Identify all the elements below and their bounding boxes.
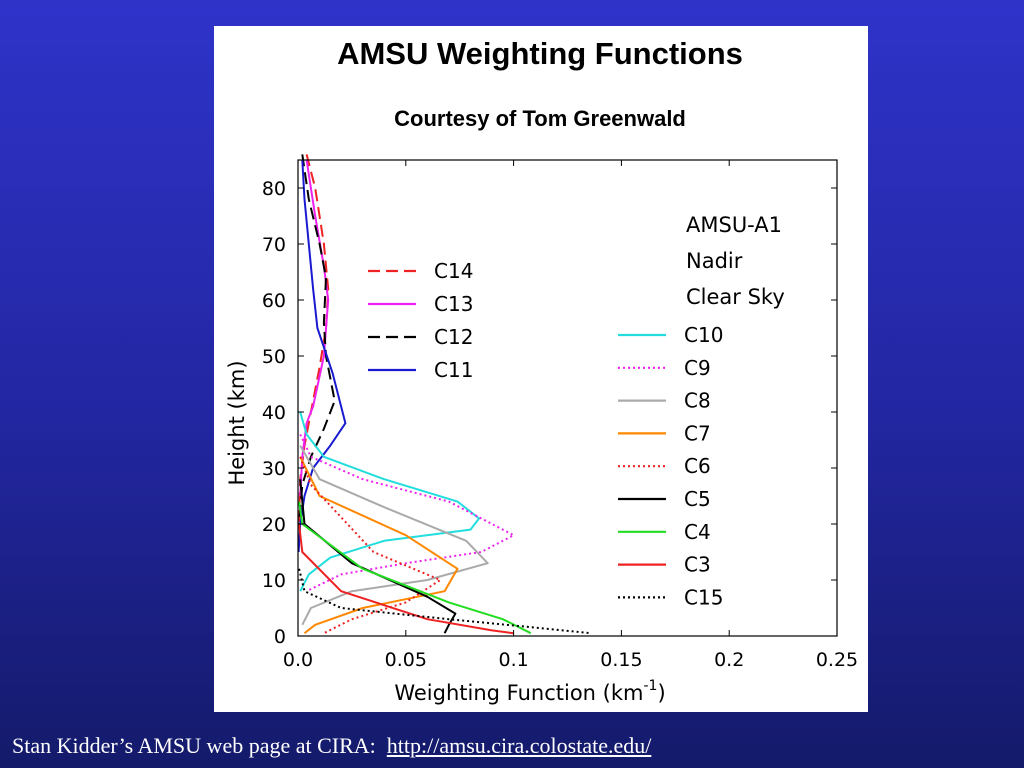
y-tick-label: 50 — [262, 346, 286, 368]
y-tick-label: 0 — [274, 626, 286, 648]
series-line-c7 — [299, 456, 459, 634]
x-tick-label: 0.0 — [283, 649, 313, 671]
y-tick-label: 80 — [262, 178, 286, 200]
x-tick-label: 0.25 — [816, 649, 858, 671]
annotation-line: Nadir — [686, 249, 743, 273]
caption: Stan Kidder’s AMSU web page at CIRA: htt… — [12, 733, 651, 759]
weighting-function-chart: AMSU Weighting Functions Courtesy of Tom… — [225, 36, 858, 705]
legend-label-c13: C13 — [434, 292, 473, 316]
legend-label-c9: C9 — [684, 356, 711, 380]
y-axis-label: Height (km) — [225, 360, 249, 485]
series-line-c11 — [297, 159, 347, 553]
chart-subtitle: Courtesy of Tom Greenwald — [394, 106, 686, 131]
x-axis-label: Weighting Function (km-1) — [394, 678, 665, 705]
legend-label-c3: C3 — [684, 553, 711, 577]
series-line-c12 — [298, 154, 336, 525]
cira-link[interactable]: http://amsu.cira.colostate.edu/ — [386, 733, 652, 758]
x-tick-label: 0.05 — [385, 649, 427, 671]
y-tick-label: 30 — [262, 458, 286, 480]
series-line-c13 — [299, 159, 330, 497]
y-tick-label: 20 — [262, 514, 286, 536]
x-tick-label: 0.1 — [498, 649, 528, 671]
legend-label-c10: C10 — [684, 323, 723, 347]
series-line-c8 — [299, 445, 489, 626]
series-line-c3 — [298, 523, 514, 635]
legend-label-c15: C15 — [684, 585, 723, 609]
legend-label-c4: C4 — [684, 520, 711, 544]
legend-label-c14: C14 — [434, 259, 473, 283]
legend-label-c5: C5 — [684, 487, 711, 511]
y-tick-label: 40 — [262, 402, 286, 424]
series-line-c5 — [299, 479, 457, 634]
legend-label-c6: C6 — [684, 454, 711, 478]
legend-label-c12: C12 — [434, 325, 473, 349]
chart-figure: AMSU Weighting Functions Courtesy of Tom… — [214, 26, 868, 712]
caption-text: Stan Kidder’s AMSU web page at CIRA: — [12, 733, 376, 758]
y-tick-label: 60 — [262, 290, 286, 312]
annotation-line: Clear Sky — [686, 285, 785, 309]
legend-label-c11: C11 — [434, 358, 473, 382]
x-tick-label: 0.15 — [600, 649, 642, 671]
y-tick-label: 10 — [262, 570, 286, 592]
legend-label-c7: C7 — [684, 421, 711, 445]
y-tick-label: 70 — [262, 234, 286, 256]
series-line-c4 — [298, 501, 532, 635]
series-line-c10 — [299, 411, 481, 592]
x-tick-label: 0.2 — [714, 649, 744, 671]
legend-label-c8: C8 — [684, 389, 711, 413]
series-line-c6 — [299, 456, 442, 635]
chart-title: AMSU Weighting Functions — [337, 36, 743, 71]
plot-frame — [297, 159, 838, 637]
series-line-c9 — [299, 433, 515, 593]
annotation-line: AMSU-A1 — [686, 213, 782, 237]
